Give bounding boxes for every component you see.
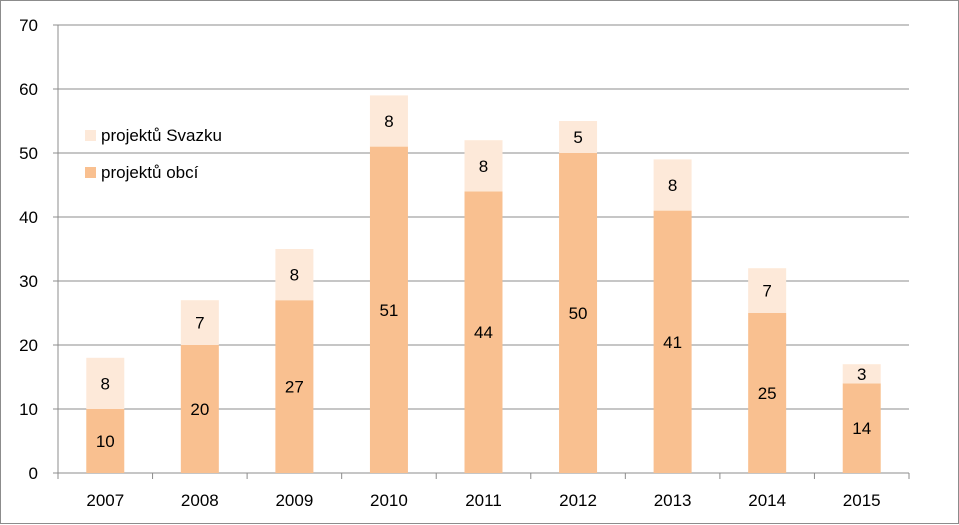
y-tick-label: 40 xyxy=(19,208,38,227)
bar-obci-2010 xyxy=(369,146,408,473)
x-tick-label: 2013 xyxy=(654,491,692,510)
x-tick-label: 2008 xyxy=(181,491,219,510)
bar-svazku-2013 xyxy=(653,159,692,211)
x-tick-label: 2009 xyxy=(275,491,313,510)
bar-svazku-2010 xyxy=(369,95,408,147)
data-label: 27 xyxy=(285,378,304,397)
data-label: 20 xyxy=(190,400,209,419)
bar-obci-2012 xyxy=(559,153,598,473)
data-label: 8 xyxy=(479,157,488,176)
data-label: 50 xyxy=(569,304,588,323)
data-label: 51 xyxy=(379,301,398,320)
data-label: 7 xyxy=(195,314,204,333)
legend-label: projektů Svazku xyxy=(101,126,222,145)
data-label: 8 xyxy=(384,112,393,131)
x-tick-label: 2007 xyxy=(86,491,124,510)
data-label: 8 xyxy=(101,374,110,393)
legend-swatch xyxy=(85,167,96,178)
data-label: 10 xyxy=(96,432,115,451)
data-label: 41 xyxy=(663,333,682,352)
x-tick-label: 2010 xyxy=(370,491,408,510)
data-labels: 10 8 20 7 27 8 51 8 44 8 50 5 41 8 25 7 14 3 xyxy=(96,112,871,451)
bar-obci-2013 xyxy=(653,210,692,473)
legend: projektů Svazku projektů obcí xyxy=(85,126,222,182)
bar-obci-2008 xyxy=(180,345,219,473)
bar-svazku-2015 xyxy=(842,364,881,384)
y-tick-label: 70 xyxy=(19,16,38,35)
bar-svazku-2011 xyxy=(464,140,503,192)
data-label: 8 xyxy=(668,176,677,195)
data-label: 5 xyxy=(573,128,582,147)
y-tick-label: 60 xyxy=(19,80,38,99)
bar-obci-2015 xyxy=(842,383,881,473)
data-label: 8 xyxy=(290,266,299,285)
y-tick-label: 0 xyxy=(29,464,38,483)
bar-svazku-2007 xyxy=(86,357,125,409)
data-label: 3 xyxy=(857,365,866,384)
y-tick-label: 10 xyxy=(19,400,38,419)
data-label: 25 xyxy=(758,384,777,403)
data-label: 44 xyxy=(474,323,493,342)
x-tick-label: 2015 xyxy=(843,491,881,510)
bar-obci-2014 xyxy=(748,313,787,473)
bar-svazku-2008 xyxy=(180,300,219,345)
bars xyxy=(86,95,881,473)
legend-swatch xyxy=(85,130,96,141)
bar-obci-2009 xyxy=(275,300,314,473)
data-label: 14 xyxy=(852,419,871,438)
bar-svazku-2009 xyxy=(275,249,314,301)
bar-obci-2007 xyxy=(86,409,125,473)
x-tick-label: 2011 xyxy=(465,491,502,510)
x-tick-label: 2012 xyxy=(559,491,597,510)
bar-svazku-2014 xyxy=(748,268,787,313)
x-tick-label: 2014 xyxy=(748,491,786,510)
legend-label: projektů obcí xyxy=(101,163,199,182)
bar-svazku-2012 xyxy=(559,121,598,153)
y-tick-label: 50 xyxy=(19,144,38,163)
y-tick-label: 30 xyxy=(19,272,38,291)
bar-obci-2011 xyxy=(464,191,503,473)
data-label: 7 xyxy=(762,282,771,301)
y-tick-label: 20 xyxy=(19,336,38,355)
